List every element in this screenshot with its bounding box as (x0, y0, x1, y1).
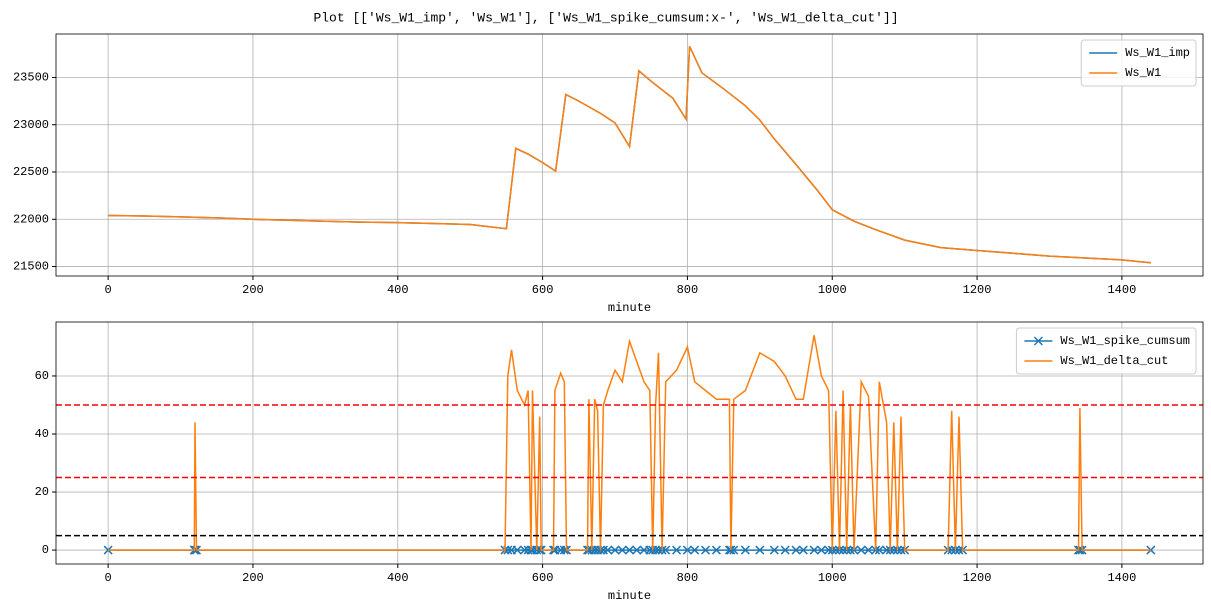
marker (617, 545, 627, 555)
x-tick-label: 800 (677, 283, 699, 297)
legend-label: Ws_W1_delta_cut (1060, 354, 1168, 368)
y-tick-label: 23500 (13, 71, 49, 85)
legend-box (1015, 327, 1197, 375)
marker (831, 545, 841, 555)
x-tick-label: 800 (677, 571, 699, 585)
series-line (108, 45, 1151, 264)
marker (661, 545, 671, 555)
y-tick-label: 40 (35, 427, 49, 441)
marker (755, 545, 765, 555)
x-tick-label: 1400 (1107, 571, 1136, 585)
marker (682, 545, 692, 555)
y-tick-label: 60 (35, 369, 49, 383)
x-tick-label: 400 (387, 283, 409, 297)
x-tick-label: 1000 (818, 571, 847, 585)
axes-frame (55, 33, 1204, 277)
marker (798, 545, 808, 555)
marker (838, 545, 848, 555)
marker (816, 545, 826, 555)
marker (791, 545, 801, 555)
x-tick-label: 600 (532, 283, 554, 297)
legend-label: Ws_W1_imp (1125, 46, 1190, 60)
x-tick-label: 400 (387, 571, 409, 585)
marker (740, 545, 750, 555)
marker (519, 545, 530, 555)
x-axis-label: minute (608, 589, 651, 603)
legend-marker (1033, 336, 1043, 346)
marker (690, 545, 700, 555)
marker (603, 545, 613, 555)
marker (882, 545, 892, 555)
axes-frame (55, 321, 1204, 565)
series-line (108, 45, 1151, 264)
marker (856, 545, 866, 555)
marker (809, 545, 819, 555)
x-tick-label: 200 (242, 571, 264, 585)
marker (845, 545, 855, 555)
y-tick-label: 23000 (13, 118, 49, 132)
marker (769, 545, 779, 555)
marker (896, 545, 906, 555)
marker (863, 545, 873, 555)
marker (954, 545, 964, 555)
x-tick-label: 1400 (1107, 283, 1136, 297)
x-tick-label: 0 (105, 571, 112, 585)
marker (624, 545, 635, 555)
x-tick-label: 200 (242, 283, 264, 297)
y-tick-label: 20 (35, 485, 49, 499)
x-tick-label: 1200 (963, 571, 992, 585)
x-tick-label: 1000 (818, 283, 847, 297)
x-tick-label: 0 (105, 283, 112, 297)
series-line (108, 335, 1151, 551)
marker (824, 545, 834, 555)
figure-title: Plot [['Ws_W1_imp', 'Ws_W1'], ['Ws_W1_sp… (313, 10, 898, 25)
y-tick-label: 21500 (13, 260, 49, 274)
y-tick-label: 0 (42, 543, 49, 557)
x-tick-label: 600 (532, 571, 554, 585)
legend-box (1080, 39, 1197, 87)
marker (874, 545, 884, 555)
legend-label: Ws_W1 (1125, 66, 1161, 80)
marker (512, 545, 522, 555)
marker (711, 545, 721, 555)
legend-label: Ws_W1_spike_cumsum (1060, 334, 1190, 348)
marker (632, 545, 642, 555)
x-tick-label: 1200 (963, 283, 992, 297)
marker (889, 545, 899, 555)
marker (701, 545, 711, 555)
y-tick-label: 22500 (13, 165, 49, 179)
marker (610, 545, 620, 555)
marker (947, 545, 957, 555)
y-tick-label: 22000 (13, 212, 49, 226)
marker (780, 545, 790, 555)
marker (653, 545, 663, 555)
marker (672, 545, 682, 555)
x-axis-label: minute (608, 301, 651, 315)
